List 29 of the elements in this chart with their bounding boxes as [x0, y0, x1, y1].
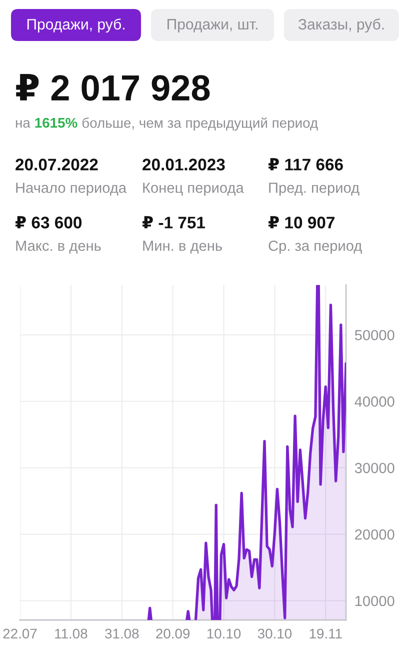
x-tick-label: 19.11 — [310, 628, 342, 639]
text: 20.07.2022 — [16, 158, 98, 170]
text: Ср. за период — [268, 240, 362, 254]
text: ₽ -1 751 — [142, 216, 206, 228]
x-tick-label: 11.08 — [55, 628, 88, 639]
x-tick-label: 30.10 — [258, 628, 292, 639]
y-tick-label: 40000 — [354, 396, 394, 407]
text: Пред. период — [269, 182, 360, 196]
y-tick-label: 50000 — [354, 330, 394, 340]
x-tick-label: 31.08 — [105, 628, 139, 639]
text: Продажи, руб. — [27, 18, 124, 33]
chart-title: ₽ 2 017 928 — [16, 74, 210, 101]
text: Заказы, руб. — [298, 18, 384, 33]
text: ₽ 117 666 — [268, 158, 343, 170]
text: Конец периода — [143, 182, 244, 196]
x-tick-label: 20.09 — [156, 628, 190, 639]
chart-subtitle: на 1615% больше, чем за предыдущий период — [16, 117, 318, 131]
text: ₽ 63 600 — [16, 216, 82, 228]
y-tick-label: 10000 — [355, 596, 394, 606]
text: Макс. в день — [16, 240, 101, 254]
text: Мин. в день — [143, 240, 222, 254]
text: Начало периода — [16, 182, 127, 196]
text: Продажи, шт. — [168, 19, 258, 32]
x-tick-label: 22.07 — [3, 628, 37, 639]
y-tick-label: 20000 — [355, 529, 394, 540]
x-tick-label: 10.10 — [207, 628, 241, 639]
text: 20.01.2023 — [142, 158, 225, 170]
y-tick-label: 30000 — [354, 462, 394, 474]
text: ₽ 10 907 — [268, 216, 334, 228]
